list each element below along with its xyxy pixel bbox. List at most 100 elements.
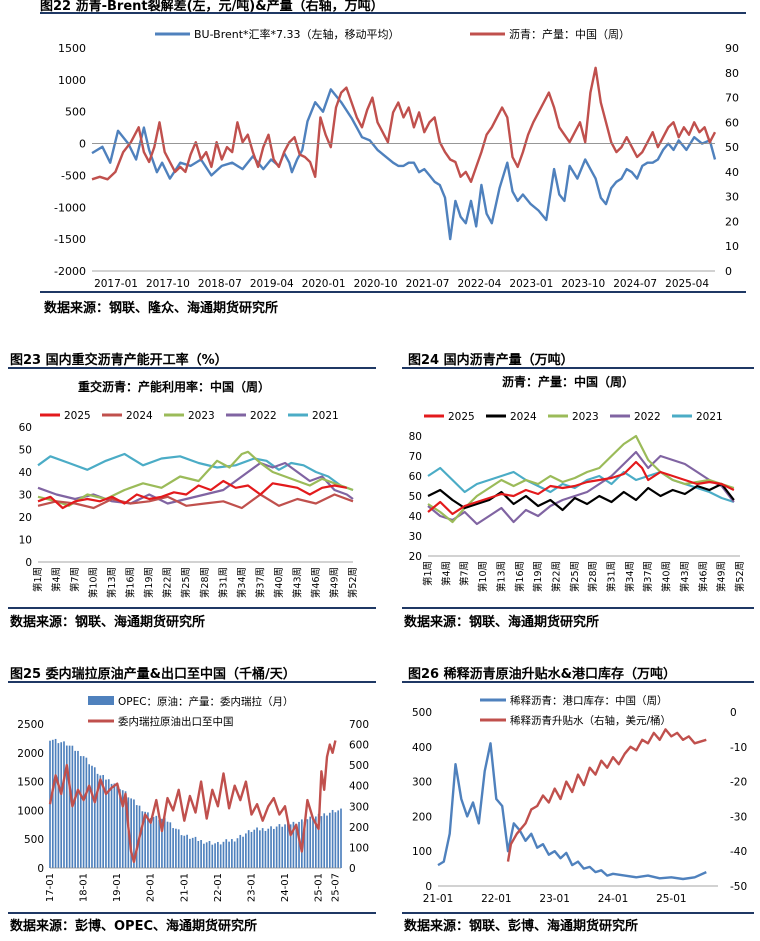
c24-x-tick: 第40周: [661, 561, 673, 592]
chart25-y-right-tick: 200: [349, 822, 369, 834]
c23-x-tick: 第4周: [51, 567, 63, 592]
chart22-y-left-tick: -1500: [54, 233, 86, 246]
c23-x-tick: 第28周: [199, 567, 211, 598]
chart25-bar: [65, 745, 68, 868]
chart25-legend-line: 委内瑞拉原油出口至中国: [118, 715, 234, 728]
chart25-bar: [317, 813, 320, 868]
c24-legend-item: 2024: [510, 411, 537, 423]
c23-legend-item: 2025: [64, 410, 91, 422]
c24-series-line: [427, 460, 735, 516]
chart25-bar: [91, 765, 93, 868]
chart22-x-tick: 2017-01: [94, 278, 138, 290]
chart25-bar: [189, 838, 191, 868]
chart26-y-right-tick: -20: [730, 777, 747, 789]
chart25-title: 图25 委内瑞拉原油产量&出口至中国（千桶/天）: [10, 667, 296, 682]
c24-x-tick: 第19周: [532, 561, 544, 592]
c24-legend-item: 2025: [448, 411, 475, 423]
chart25-bar: [133, 799, 135, 868]
chart25-bar: [149, 818, 152, 868]
c23-x-tick: 第31周: [217, 567, 229, 598]
chart26-x-tick: 24-01: [598, 893, 629, 905]
chart25-y-right-tick: 600: [349, 740, 369, 752]
chart25-bar: [219, 844, 222, 868]
chart26-title: 图26 稀释沥青原油升贴水&港口库存（万吨）: [408, 667, 676, 682]
chart25-svg: OPEC：原油：产量：委内瑞拉（月） 委内瑞拉原油出口至中国 250020001…: [17, 695, 369, 902]
chart25-bar: [273, 828, 275, 868]
c23-x-tick: 第19周: [143, 567, 155, 598]
chart25-bar: [261, 828, 264, 868]
chart25-bar: [175, 828, 177, 868]
chart25-bar: [177, 829, 180, 868]
chart25-bar: [49, 740, 51, 868]
chart25-bar: [256, 827, 258, 868]
c24-series-line: [427, 434, 735, 524]
chart26-y-left-tick: 100: [412, 846, 432, 858]
chart25-bar: [228, 841, 230, 868]
chart25-bar: [203, 843, 205, 868]
chart25-bar: [298, 821, 300, 868]
chart25-y-right-tick: 400: [349, 781, 369, 793]
chart25-bar: [270, 826, 272, 868]
chart22-y-right-tick: 50: [725, 141, 739, 154]
chart25-bar: [211, 844, 214, 868]
chart26-y-right-tick: -50: [730, 881, 747, 893]
chart25-y-right-tick: 700: [349, 719, 369, 731]
c24-legend-item: 2023: [572, 411, 599, 423]
chart26-x-tick: 23-01: [539, 893, 570, 905]
c24-y-tick: 70: [409, 451, 422, 463]
chart25-x-tick: 24-01: [280, 873, 291, 902]
chart25-bar: [79, 756, 82, 868]
chart25-bar: [264, 830, 267, 868]
chart25-bar: [88, 764, 91, 868]
c24-x-tick: 第7周: [459, 561, 471, 586]
c24-x-tick: 第49周: [716, 561, 728, 592]
chart25-bar: [194, 836, 197, 868]
chart25-bar: [102, 774, 105, 868]
c24-x-tick: 第25周: [569, 561, 581, 592]
chart25-bar: [147, 812, 149, 868]
c23-y-tick: 30: [19, 490, 32, 502]
chart22-x-tick: 2023-01: [509, 278, 553, 290]
c23-legend-item: 2024: [126, 410, 153, 422]
chart25-bar: [314, 816, 317, 868]
chart22-y-right-tick: 30: [725, 191, 739, 204]
chart25-bar: [144, 811, 146, 868]
c23-x-tick: 第22周: [162, 567, 174, 598]
chart25-bar: [328, 812, 331, 868]
c23-legend-item: 2021: [312, 410, 339, 422]
chart23-source: 数据来源：钢联、海通期货研究所: [10, 615, 206, 630]
chart25-bar: [259, 830, 261, 868]
chart22-y-right-tick: 0: [725, 265, 732, 278]
chart22-x-tick: 2018-07: [198, 278, 242, 290]
chart26-y-right-tick: -30: [730, 811, 747, 823]
chart25-bar: [54, 738, 57, 868]
c23-x-tick: 第52周: [347, 567, 359, 598]
chart25-y-left-tick: 1000: [17, 805, 44, 817]
chart23-chart-title: 重交沥青：产能利用率：中国（周）: [78, 379, 270, 394]
chart22-y-left-tick: 0: [79, 138, 86, 151]
chart25-bar: [289, 824, 292, 868]
chart25-x-tick: 21-01: [179, 873, 190, 902]
c23-x-tick: 第7周: [69, 567, 81, 592]
chart25-bar: [247, 830, 250, 868]
chart25-bar: [326, 815, 328, 868]
chart22-y-left-tick: 1000: [58, 74, 86, 87]
chart22-x-tick: 2020-10: [354, 278, 398, 290]
chart25-bar: [200, 840, 202, 868]
chart25-bar: [163, 817, 166, 868]
c23-series-line: [37, 479, 348, 510]
chart22-y-right-tick: 90: [725, 42, 739, 55]
chart25-bar: [267, 828, 270, 868]
c24-series-line: [427, 450, 735, 526]
chart25-bar: [278, 824, 281, 868]
chart25-x-tick: 19-01: [112, 873, 123, 902]
chart25-bar: [121, 790, 124, 868]
chart25-bar: [96, 773, 99, 868]
chart25-x-tick: 23-01: [247, 873, 258, 902]
c23-x-tick: 第49周: [329, 567, 341, 598]
chart25-bar: [152, 816, 155, 868]
chart26-legend-blue: 稀释沥青：港口库存：中国（周）: [510, 694, 668, 707]
chart25-bar: [180, 835, 183, 868]
chart25-bar: [306, 819, 309, 868]
chart25-bar: [275, 826, 278, 868]
